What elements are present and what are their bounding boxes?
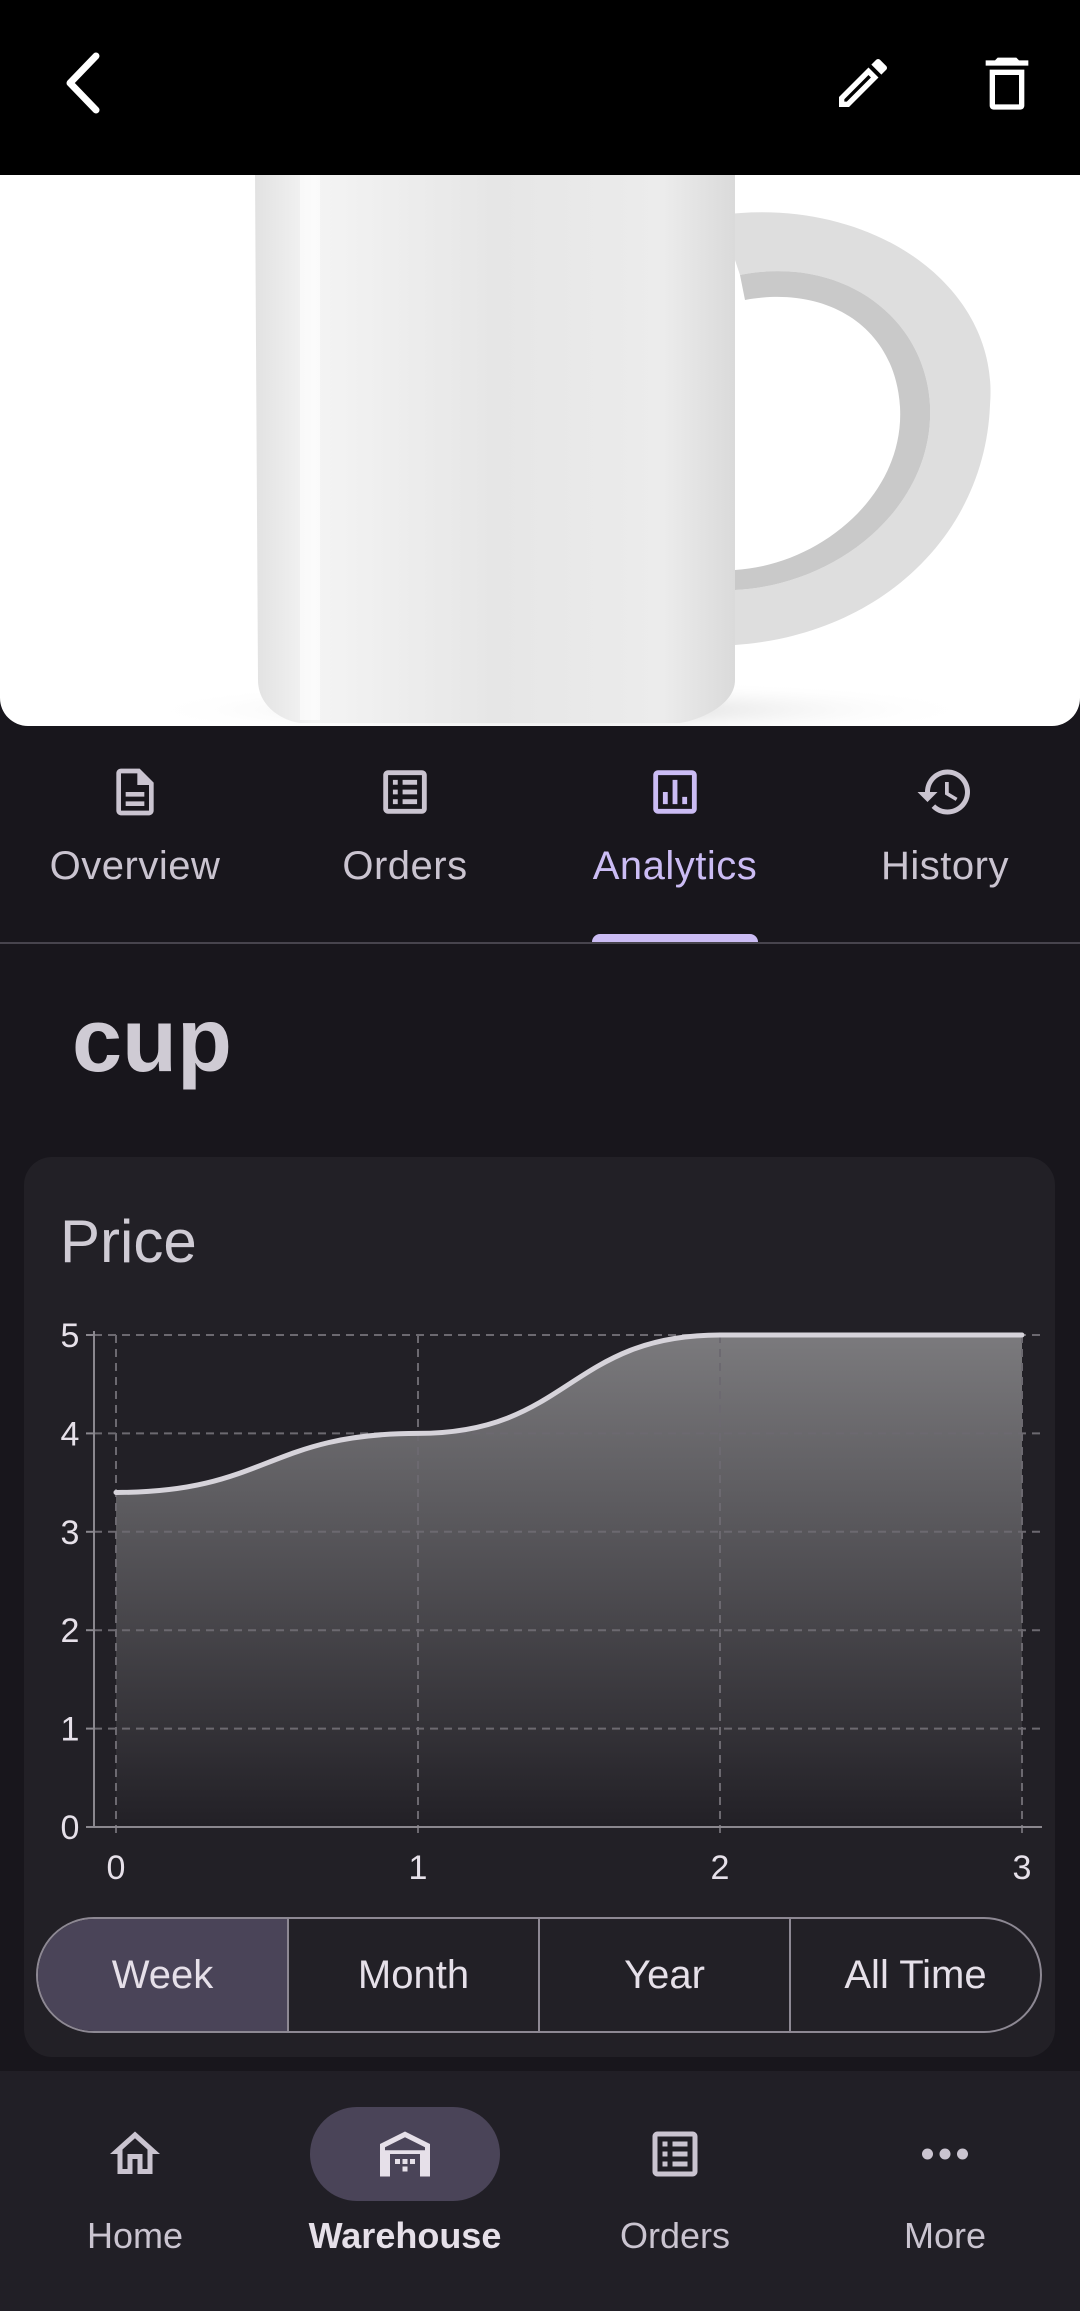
nav-label: Home (86, 2215, 184, 2256)
nav-label: More (903, 2215, 987, 2256)
y-tick-label: 4 (61, 1415, 80, 1453)
tab-history[interactable]: History (810, 726, 1080, 942)
y-tick-label: 2 (61, 1612, 80, 1650)
nav-more[interactable]: More (810, 2071, 1080, 2311)
card-title: Price (60, 1208, 197, 1275)
bar-chart-icon (653, 770, 697, 814)
x-tick-label: 3 (1013, 1849, 1032, 1887)
tab-label: History (881, 844, 1009, 888)
warehouse-icon (380, 2131, 430, 2177)
x-tick-label: 1 (409, 1849, 428, 1887)
price-chart: 0 1 2 3 4 5 0 1 2 3 (61, 1317, 1042, 1887)
tab-orders[interactable]: Orders (270, 726, 540, 942)
range-option-all-time[interactable]: All Time (789, 1919, 1040, 2031)
top-app-bar (0, 0, 1080, 175)
y-tick-label: 5 (61, 1317, 80, 1355)
nav-label: Orders (619, 2215, 731, 2256)
list-icon (383, 770, 427, 814)
mug-illustration (140, 175, 991, 726)
product-name: cup (72, 991, 233, 1091)
edit-button[interactable] (818, 38, 908, 128)
range-option-year[interactable]: Year (538, 1919, 789, 2031)
tab-overview[interactable]: Overview (0, 726, 270, 942)
pencil-icon (839, 58, 888, 107)
back-button[interactable] (38, 38, 128, 128)
tab-label: Orders (342, 844, 468, 888)
x-tick-label: 0 (107, 1849, 126, 1887)
range-option-month[interactable]: Month (287, 1919, 538, 2031)
y-tick-label: 0 (61, 1809, 80, 1847)
range-option-week[interactable]: Week (38, 1919, 287, 2031)
tab-bar: Overview Orders Analytics History (0, 726, 1080, 944)
tab-label: Overview (49, 844, 221, 888)
bottom-navigation: Home Warehouse Orders More (0, 2071, 1080, 2311)
nav-home[interactable]: Home (0, 2071, 270, 2311)
tab-analytics[interactable]: Analytics (540, 726, 810, 942)
nav-warehouse[interactable]: Warehouse (270, 2071, 540, 2311)
price-line (113, 1332, 1025, 1495)
history-icon (917, 769, 970, 815)
delete-button[interactable] (962, 38, 1052, 128)
price-card: Price 0 1 2 3 4 5 0 1 2 3 Week Month Year All Time (24, 1157, 1055, 2057)
home-icon (110, 2131, 160, 2174)
list-icon (652, 2131, 698, 2177)
nav-label: Warehouse (308, 2215, 502, 2256)
nav-orders[interactable]: Orders (540, 2071, 810, 2311)
product-image (0, 175, 1080, 726)
active-tab-indicator (592, 934, 758, 942)
y-tick-label: 1 (61, 1711, 80, 1749)
arrow-back-icon (66, 52, 100, 114)
x-tick-label: 2 (711, 1849, 730, 1887)
tab-label: Analytics (592, 844, 758, 888)
time-range-selector: Week Month Year All Time (36, 1917, 1042, 2033)
trash-icon (985, 57, 1029, 110)
document-icon (116, 768, 154, 816)
price-area (116, 1335, 1022, 1827)
y-tick-label: 3 (61, 1514, 80, 1552)
more-horizontal-icon (922, 2148, 968, 2160)
